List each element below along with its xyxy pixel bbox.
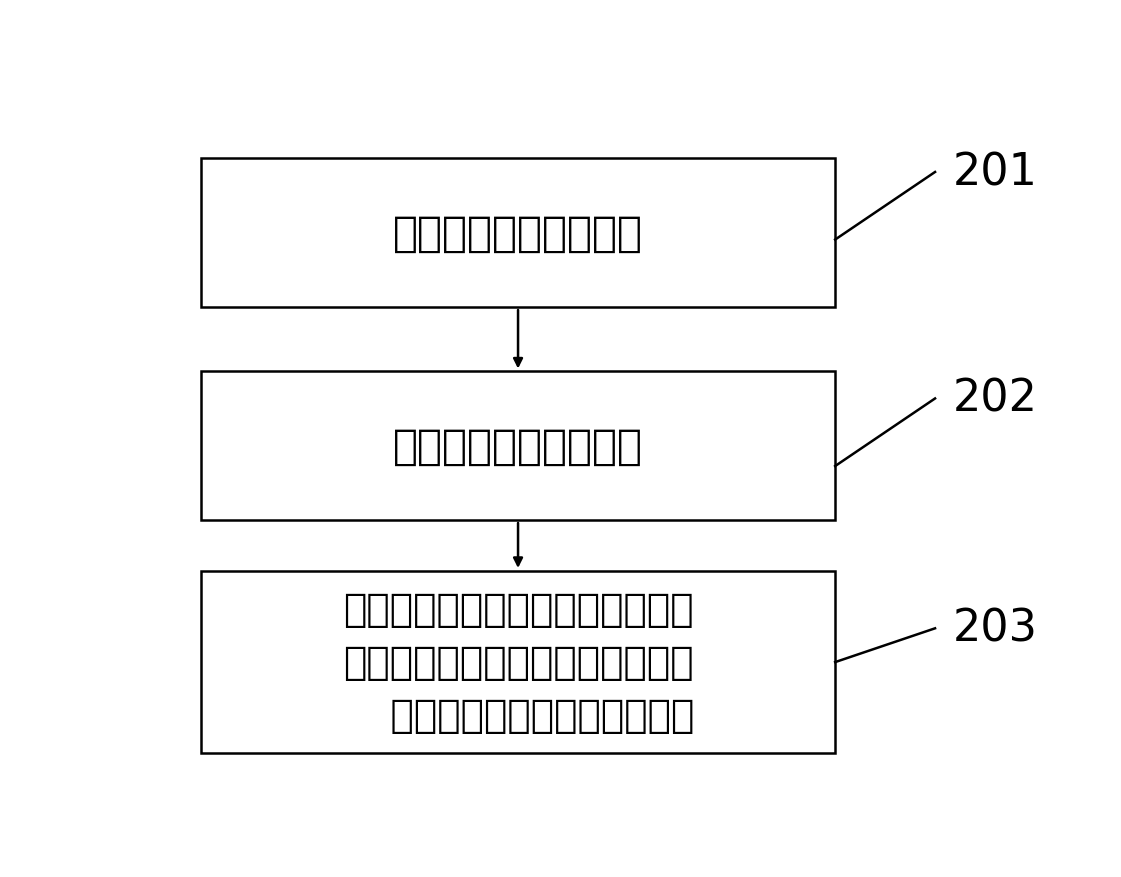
Bar — [201, 372, 835, 521]
Text: 203: 203 — [953, 607, 1037, 650]
Text: 202: 202 — [953, 377, 1037, 420]
Bar — [201, 160, 835, 308]
Text: 基于监测到的电路板的实时温度以
及预设的温度参考信息，控制电机
    驱动加热板靠近或远离电路板: 基于监测到的电路板的实时温度以 及预设的温度参考信息，控制电机 驱动加热板靠近或… — [342, 590, 695, 734]
Bar — [201, 571, 835, 753]
Text: 监测电路板的实时温度: 监测电路板的实时温度 — [393, 425, 643, 467]
Text: 201: 201 — [953, 152, 1037, 194]
Text: 启动加热板的加热功能: 启动加热板的加热功能 — [393, 212, 643, 254]
